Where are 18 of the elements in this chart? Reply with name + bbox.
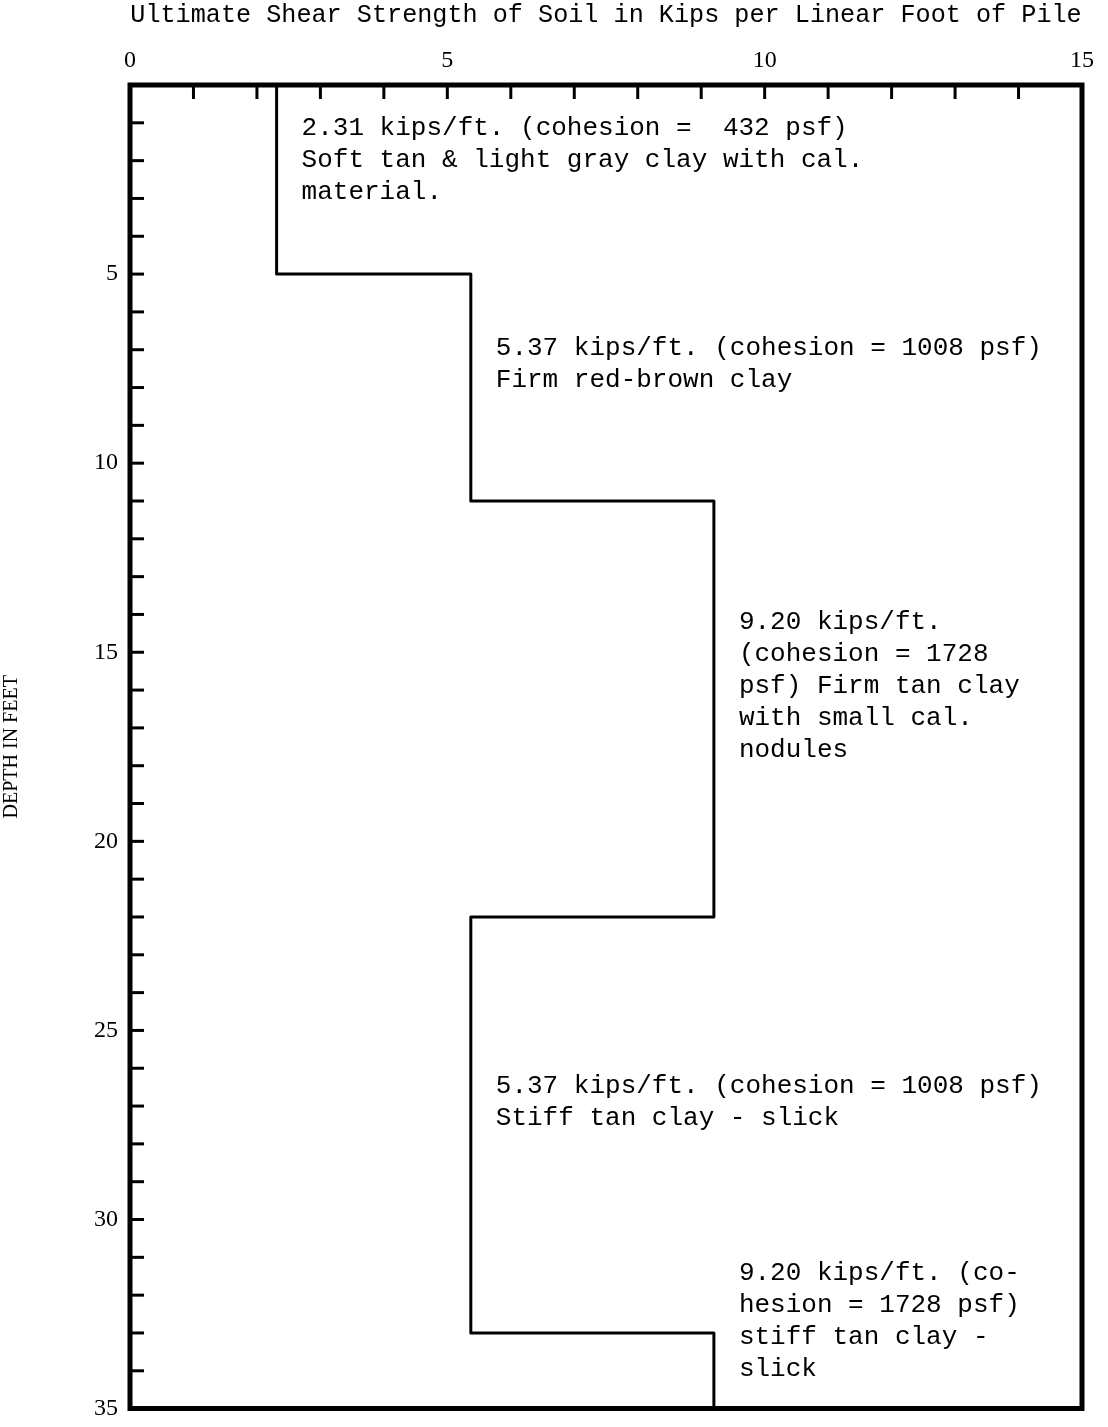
- annotation: 5.37 kips/ft. (cohesion = 1008 psf) Stiff tan clay - slick: [495, 1070, 1042, 1133]
- x-tick-label: 15: [1070, 45, 1094, 72]
- x-axis-title: Ultimate Shear Strength of Soil in Kips per Linear Foot of Pile: [130, 1, 1082, 31]
- y-tick-label: 30: [94, 1204, 118, 1231]
- y-tick-label: 5: [106, 259, 118, 286]
- x-tick-label: 0: [124, 45, 136, 72]
- y-axis-title: DEPTH IN FEET: [0, 675, 22, 819]
- annotation: 9.20 kips/ft. (co- hesion = 1728 psf) stiff tan clay - slick: [738, 1258, 1020, 1385]
- x-tick-label: 10: [752, 45, 777, 72]
- y-tick-label: 15: [94, 637, 118, 664]
- x-tick-label: 5: [441, 45, 454, 72]
- y-tick-label: 10: [94, 448, 118, 475]
- y-tick-label: 35: [94, 1393, 118, 1420]
- annotation: 5.37 kips/ft. (cohesion = 1008 psf) Firm red-brown clay: [495, 333, 1042, 396]
- annotation: 9.20 kips/ft. (cohesion = 1728 psf) Firm tan clay with small cal. nodules: [738, 606, 1020, 765]
- y-tick-label: 25: [94, 1015, 118, 1042]
- annotation: 2.31 kips/ft. (cohesion = 432 psf) Soft tan & light gray clay with cal. material.: [301, 112, 864, 207]
- y-tick-label: 20: [94, 826, 118, 853]
